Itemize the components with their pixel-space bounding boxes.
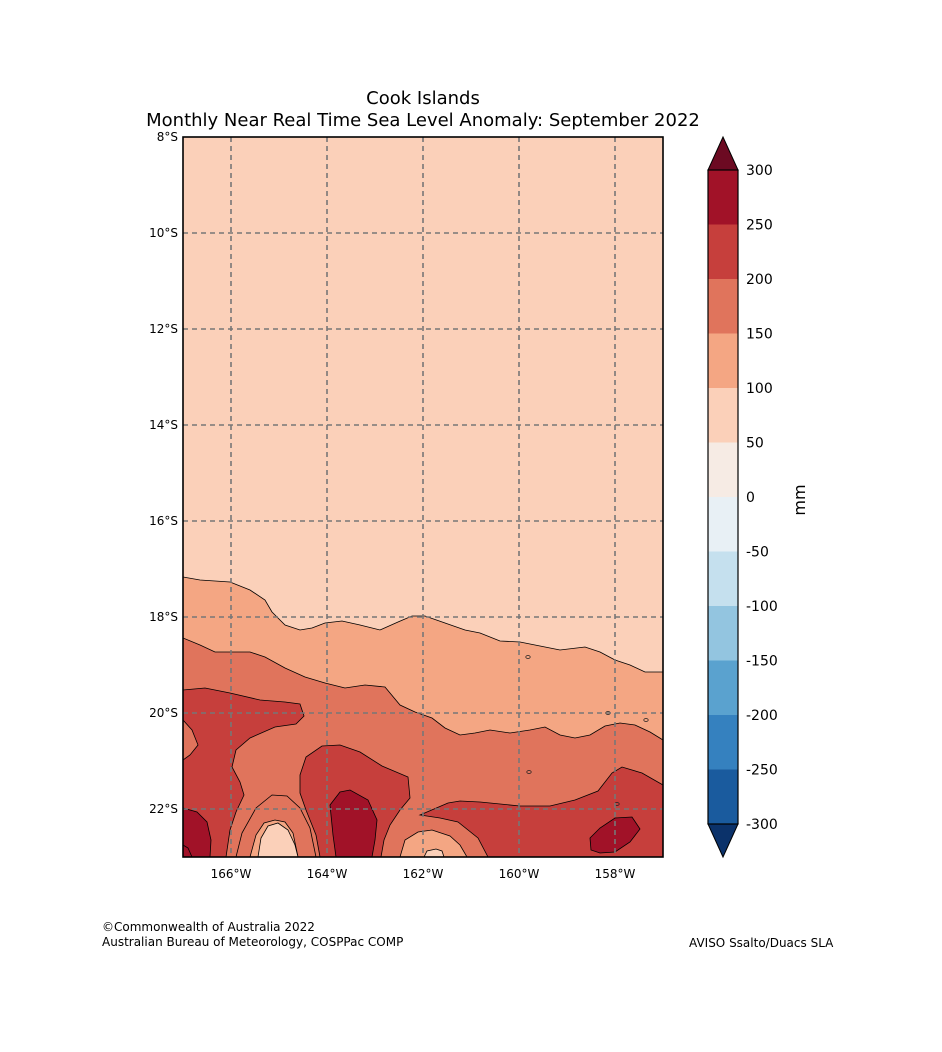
y-tick-label: 20°S bbox=[149, 706, 178, 720]
x-tick-label: 166°W bbox=[211, 867, 252, 881]
y-tick-label: 10°S bbox=[149, 226, 178, 240]
colorbar: 300 250 200 150 100 50 0 -50 -100 -150 -200 -250 -30… bbox=[707, 135, 809, 859]
colorbar-extend-low bbox=[707, 823, 739, 859]
colorbar-tick-label: -150 bbox=[746, 654, 778, 670]
y-tick-label: 22°S bbox=[149, 802, 178, 816]
contour-region-16 bbox=[183, 844, 193, 857]
colorbar-segment bbox=[708, 497, 738, 552]
colorbar-tick-label: -50 bbox=[746, 545, 769, 561]
colorbar-tick-label: -100 bbox=[746, 599, 778, 615]
colorbar-extend-high bbox=[707, 135, 739, 171]
island-marker-3 bbox=[643, 718, 649, 722]
colorbar-segment bbox=[708, 279, 738, 334]
colorbar-segment bbox=[708, 769, 738, 824]
colorbar-tick-label: -250 bbox=[746, 763, 778, 779]
colorbar-frame bbox=[707, 169, 739, 825]
y-tick-label: 16°S bbox=[149, 514, 178, 528]
contour-region-10 bbox=[183, 807, 212, 857]
colorbar-tick-label: 200 bbox=[746, 272, 773, 288]
colorbar-tick-label: 150 bbox=[746, 327, 773, 343]
colorbar-tick-label: 50 bbox=[746, 436, 764, 452]
y-tick-label: 14°S bbox=[149, 418, 178, 432]
contour-region-14 bbox=[257, 822, 299, 857]
y-tick-label: 18°S bbox=[149, 610, 178, 624]
gridlines bbox=[183, 137, 663, 857]
colorbar-segment bbox=[708, 224, 738, 279]
contour-region-12 bbox=[399, 829, 468, 857]
plot-frame bbox=[182, 136, 664, 858]
colorbar-tick-label: 0 bbox=[746, 490, 755, 506]
x-tick-label: 164°W bbox=[307, 867, 348, 881]
colorbar-label: mm bbox=[790, 484, 809, 515]
agency-credit: Australian Bureau of Meteorology, COSPPa… bbox=[102, 935, 404, 949]
x-tick-label: 162°W bbox=[403, 867, 444, 881]
chart-title: Cook Islands bbox=[366, 88, 480, 109]
x-tick-label: 158°W bbox=[595, 867, 636, 881]
y-tick-label: 12°S bbox=[149, 322, 178, 336]
colorbar-segment bbox=[708, 388, 738, 443]
x-tick-label: 160°W bbox=[499, 867, 540, 881]
y-tick-label: 8°S bbox=[157, 130, 178, 144]
contour-region-4 bbox=[183, 687, 305, 857]
colorbar-segment bbox=[708, 333, 738, 388]
colorbar-tick-label: 250 bbox=[746, 218, 773, 234]
colorbar-tick-label: 300 bbox=[746, 163, 773, 179]
contour-region-15 bbox=[423, 848, 445, 857]
island-marker-4 bbox=[526, 770, 532, 774]
chart-subtitle: Monthly Near Real Time Sea Level Anomaly… bbox=[146, 110, 700, 131]
contour-region-7 bbox=[183, 719, 199, 761]
colorbar-tick-label: -300 bbox=[746, 817, 778, 833]
colorbar-segment bbox=[708, 170, 738, 225]
island-marker-1 bbox=[525, 655, 531, 659]
colorbar-tick-label: 100 bbox=[746, 381, 773, 397]
colorbar-tick-label: -200 bbox=[746, 708, 778, 724]
colorbar-segment bbox=[708, 606, 738, 661]
contour-region-8 bbox=[329, 789, 378, 857]
colorbar-segment bbox=[708, 442, 738, 497]
data-source-credit: AVISO Ssalto/Duacs SLA bbox=[689, 936, 834, 950]
copyright-credit: ©Commonwealth of Australia 2022 bbox=[102, 920, 315, 934]
colorbar-segment bbox=[708, 715, 738, 770]
colorbar-segment bbox=[708, 551, 738, 606]
colorbar-segment bbox=[708, 660, 738, 715]
